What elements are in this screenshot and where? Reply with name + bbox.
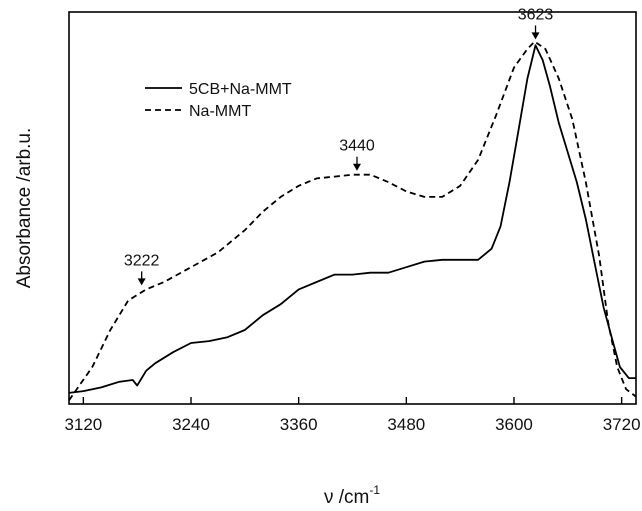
- series-line-na-mmt: [68, 40, 637, 401]
- annotation-label-3222: 3222: [124, 252, 160, 269]
- plot-frame: [68, 11, 637, 405]
- x-tick-label-3480: 3480: [387, 415, 425, 434]
- y-axis-title: Absorbance /arb.u.: [14, 128, 35, 289]
- x-tick-label-3120: 3120: [64, 415, 102, 434]
- x-axis-title: ν /cm-1: [324, 483, 380, 508]
- x-ticks: 3120 3240 3360 3480 3600 3720: [64, 397, 641, 434]
- series-layer: [68, 40, 637, 401]
- annotation-layer: 3222 3440 3623: [124, 6, 554, 286]
- legend-label-5cb-na-mmt: 5CB+Na-MMT: [189, 81, 292, 98]
- series-line-5cb-na-mmt: [68, 44, 636, 394]
- annotation-label-3623: 3623: [518, 6, 554, 23]
- legend: 5CB+Na-MMT Na-MMT: [145, 81, 292, 120]
- x-tick-label-3240: 3240: [172, 415, 210, 434]
- legend-label-na-mmt: Na-MMT: [189, 103, 251, 120]
- annotation-arrow-head-3440: [352, 163, 361, 171]
- x-axis-title-main: ν /cm: [324, 487, 369, 508]
- x-tick-label-3600: 3600: [495, 415, 533, 434]
- annotation-arrow-head-3222: [137, 278, 146, 286]
- x-tick-label-3720: 3720: [603, 415, 641, 434]
- annotation-arrow-head-3623: [531, 32, 540, 40]
- x-axis-title-sup: -1: [369, 483, 380, 497]
- annotation-label-3440: 3440: [339, 138, 375, 155]
- x-tick-label-3360: 3360: [280, 415, 318, 434]
